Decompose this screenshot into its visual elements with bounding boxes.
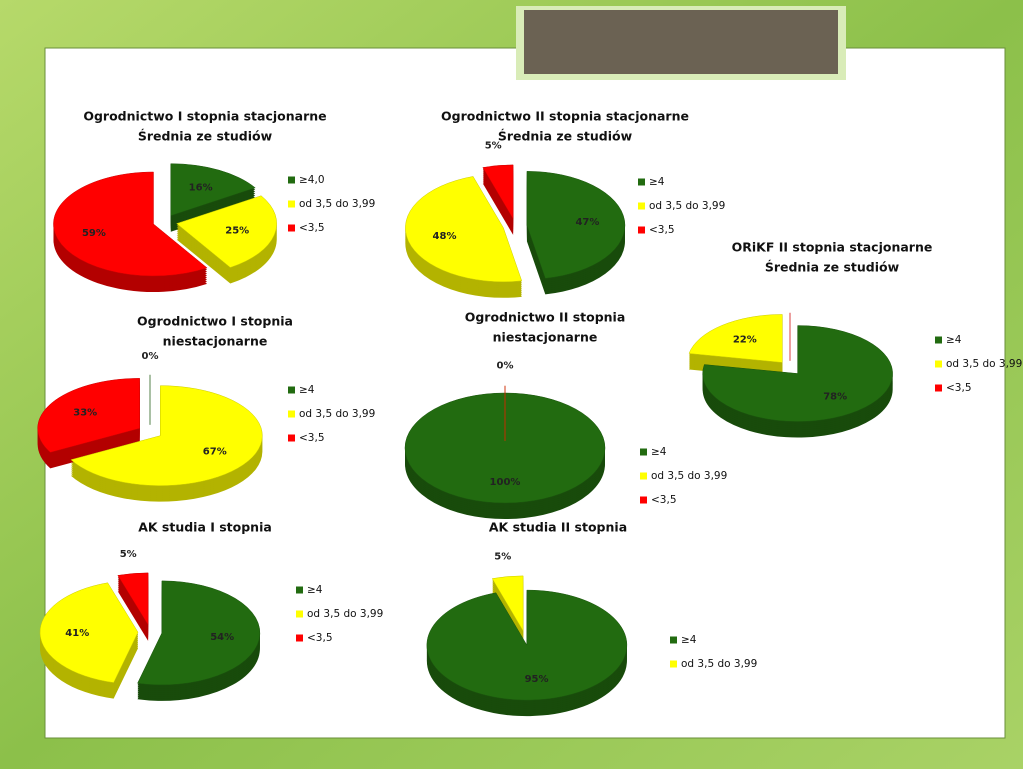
legend-swatch — [288, 410, 295, 418]
legend-label: od 3,5 do 3,99 — [307, 608, 383, 620]
legend-label: ≥4 — [649, 176, 665, 188]
chart-title: Ogrodnictwo I stopnia stacjonarne — [83, 109, 326, 124]
data-label: 0% — [497, 360, 514, 371]
legend-swatch — [296, 586, 303, 594]
legend-swatch — [640, 496, 647, 504]
legend-swatch — [640, 472, 647, 480]
chart-title: niestacjonarne — [493, 330, 598, 345]
pie-slice — [70, 385, 263, 486]
legend-label: od 3,5 do 3,99 — [649, 200, 725, 212]
legend-label: ≥4,0 — [299, 174, 325, 186]
chart-title: ORiKF II stopnia stacjonarne — [732, 240, 933, 255]
legend-label: od 3,5 do 3,99 — [681, 658, 757, 670]
chart-title: Ogrodnictwo II stopnia stacjonarne — [441, 109, 689, 124]
pie-slice — [39, 582, 139, 683]
legend-swatch — [670, 636, 677, 644]
data-label: 0% — [142, 351, 159, 362]
chart-title: Ogrodnictwo II stopnia — [465, 310, 626, 325]
pie-slice — [117, 572, 149, 626]
data-label: 41% — [65, 628, 89, 639]
legend-label: <3,5 — [299, 432, 325, 444]
data-label: 95% — [525, 674, 549, 685]
legend-label: <3,5 — [299, 222, 325, 234]
legend-label: <3,5 — [307, 632, 333, 644]
legend-label: od 3,5 do 3,99 — [946, 358, 1022, 370]
legend-label: od 3,5 do 3,99 — [299, 408, 375, 420]
chart-title: AK studia II stopnia — [489, 520, 627, 535]
data-label: 54% — [210, 632, 234, 643]
legend-swatch — [935, 360, 942, 368]
data-label: 22% — [733, 335, 757, 346]
legend-swatch — [935, 336, 942, 344]
data-label: 16% — [189, 182, 213, 193]
legend-label: ≥4 — [946, 334, 962, 346]
legend-swatch — [288, 200, 295, 208]
legend-swatch — [288, 386, 295, 394]
legend-label: ≥4 — [299, 384, 315, 396]
data-label: 47% — [575, 217, 599, 228]
legend-swatch — [296, 634, 303, 642]
data-label: 78% — [823, 391, 847, 402]
legend-label: od 3,5 do 3,99 — [299, 198, 375, 210]
legend-label: ≥4 — [651, 446, 667, 458]
pie-slice — [404, 392, 606, 504]
pie-slice — [53, 171, 208, 277]
data-label: 48% — [433, 231, 457, 242]
legend-swatch — [640, 448, 647, 456]
legend-swatch — [935, 384, 942, 392]
data-label: 5% — [120, 549, 137, 560]
pie-slice — [491, 575, 524, 632]
data-label: 25% — [225, 226, 249, 237]
pie-slice — [526, 171, 626, 279]
chart-title: Średnia ze studiów — [138, 129, 273, 144]
legend-swatch — [638, 178, 645, 186]
data-label: 59% — [82, 228, 106, 239]
chart-title: Ogrodnictwo I stopnia — [137, 314, 293, 329]
pie-slice — [137, 580, 261, 686]
chart-title: niestacjonarne — [163, 334, 268, 349]
legend-label: od 3,5 do 3,99 — [651, 470, 727, 482]
data-label: 5% — [494, 551, 511, 562]
legend-label: <3,5 — [649, 224, 675, 236]
pie-slice — [702, 325, 893, 422]
data-label: 33% — [73, 408, 97, 419]
legend-swatch — [288, 224, 295, 232]
pie-slice — [176, 195, 277, 268]
legend-swatch — [296, 610, 303, 618]
data-label: 67% — [203, 446, 227, 457]
legend-swatch — [288, 434, 295, 442]
header-box — [524, 10, 838, 74]
data-label: 5% — [485, 141, 502, 152]
legend-label: ≥4 — [681, 634, 697, 646]
data-label: 100% — [490, 477, 521, 488]
legend-label: <3,5 — [651, 494, 677, 506]
pie-slice — [482, 164, 514, 220]
pie-slice — [170, 163, 256, 217]
legend-swatch — [638, 226, 645, 234]
legend-swatch — [638, 202, 645, 210]
pie-slice — [426, 589, 628, 701]
pie-slice — [688, 314, 783, 363]
pie-slice — [37, 378, 140, 453]
legend-swatch — [288, 176, 295, 184]
chart-title: Średnia ze studiów — [765, 260, 900, 275]
legend-swatch — [670, 660, 677, 668]
legend-label: <3,5 — [946, 382, 972, 394]
chart-title: AK studia I stopnia — [138, 520, 272, 535]
legend-label: ≥4 — [307, 584, 323, 596]
pie-slice — [405, 176, 523, 283]
chart-title: Średnia ze studiów — [498, 129, 633, 144]
